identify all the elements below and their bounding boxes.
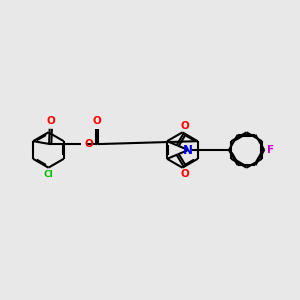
Text: Cl: Cl xyxy=(44,170,53,179)
Text: O: O xyxy=(46,116,55,126)
Text: F: F xyxy=(267,145,274,155)
Text: N: N xyxy=(183,143,193,157)
Text: O: O xyxy=(93,116,102,126)
Text: O: O xyxy=(84,139,93,149)
Text: O: O xyxy=(181,121,189,130)
Text: O: O xyxy=(181,169,189,179)
